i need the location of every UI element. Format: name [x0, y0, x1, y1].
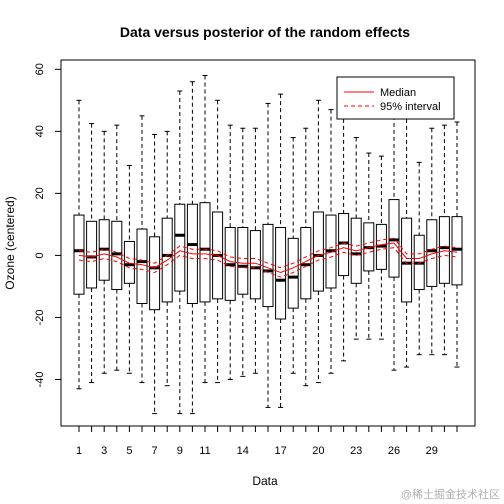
x-tick-label: 7 — [152, 445, 158, 457]
box-body — [287, 237, 299, 309]
y-tick-label: -20 — [34, 309, 46, 325]
legend-interval-label: 95% interval — [380, 101, 441, 113]
box-31 — [451, 121, 463, 368]
y-tick-label: 20 — [34, 187, 46, 199]
box-30 — [438, 124, 450, 356]
x-tick-label: 29 — [426, 445, 438, 457]
box-body — [174, 203, 186, 292]
watermark: @稀土掘金技术社区 — [401, 487, 500, 501]
x-axis-label: Data — [252, 474, 278, 488]
series-95-interval-lower — [78, 247, 458, 278]
box-6 — [136, 115, 148, 384]
box-body — [401, 217, 413, 303]
box-body — [136, 228, 148, 304]
box-7 — [149, 133, 161, 415]
box-14 — [237, 127, 249, 377]
y-tick-label: 40 — [34, 125, 46, 137]
box-19 — [300, 127, 312, 387]
box-body — [237, 226, 249, 295]
plot-area — [73, 75, 463, 415]
box-body — [338, 213, 350, 277]
y-tick-label: 0 — [34, 252, 46, 258]
box-21 — [325, 109, 337, 374]
box-body — [86, 220, 98, 289]
box-17 — [275, 93, 287, 408]
box-body — [451, 216, 463, 286]
box-5 — [123, 164, 135, 374]
box-18 — [287, 137, 299, 374]
box-body — [438, 216, 450, 284]
x-tick-label: 26 — [388, 445, 400, 457]
legend-box — [336, 76, 455, 120]
box-25 — [375, 155, 387, 340]
box-body — [312, 211, 324, 292]
chart-title: Data versus posterior of the random effe… — [120, 24, 410, 40]
x-tick-label: 5 — [126, 445, 132, 457]
legend: Median 95% interval — [336, 76, 455, 120]
box-29 — [426, 127, 438, 356]
x-axis: 1 3 5 7 9 11 14 17 20 23 26 29 — [76, 425, 458, 457]
y-tick-label: -40 — [34, 372, 46, 388]
box-body — [262, 223, 274, 308]
series-median — [78, 242, 458, 274]
box-body — [275, 226, 287, 320]
x-tick-label: 23 — [350, 445, 362, 457]
box-24 — [363, 152, 375, 340]
x-tick-label: 11 — [199, 445, 210, 457]
box-body — [123, 240, 135, 284]
box-27 — [401, 118, 413, 368]
x-tick-label: 9 — [177, 445, 183, 457]
x-tick-label: 1 — [76, 445, 82, 457]
y-axis-label: Ozone (centered) — [3, 196, 17, 289]
box-body — [199, 202, 211, 303]
series-95-interval-upper — [78, 237, 458, 269]
box-body — [300, 226, 312, 300]
y-tick-label: 60 — [34, 63, 46, 75]
legend-median-label: Median — [380, 87, 416, 99]
box-body — [73, 214, 85, 295]
box-body — [111, 220, 123, 291]
y-axis: -40 -20 0 20 40 60 — [34, 63, 62, 388]
box-body — [149, 236, 161, 311]
x-tick-label: 14 — [237, 445, 249, 457]
x-tick-label: 20 — [312, 445, 324, 457]
x-tick-label: 17 — [274, 445, 286, 457]
x-tick-label: 3 — [101, 445, 107, 457]
